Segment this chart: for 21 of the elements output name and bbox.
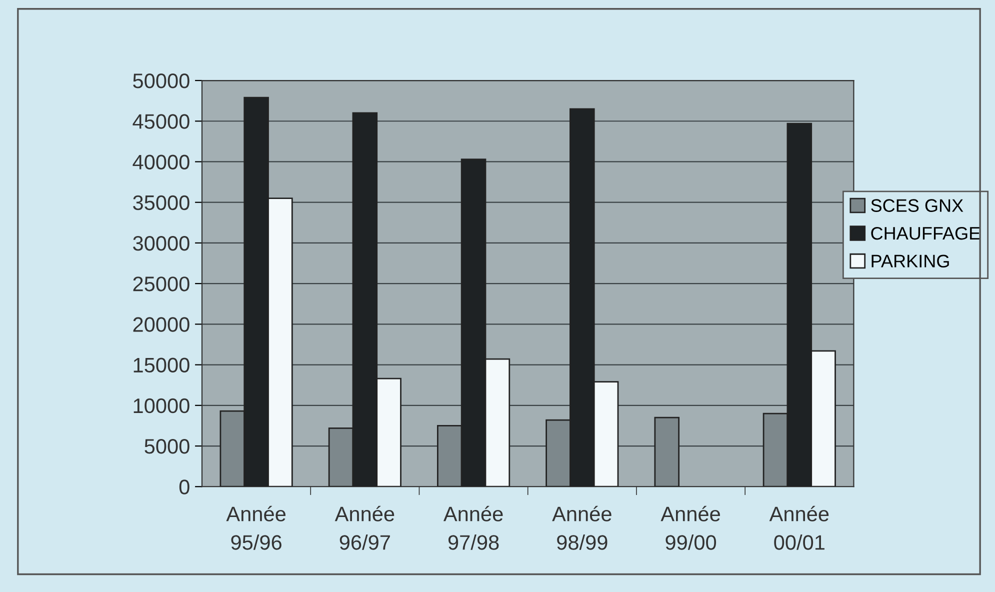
x-tick-label: Année 95/96	[226, 506, 286, 550]
y-tick-label: 30000	[133, 236, 190, 251]
x-tick-label: Année 00/01	[769, 506, 829, 550]
y-tick-label: 35000	[133, 195, 190, 210]
legend-label: SCES GNX	[871, 199, 964, 212]
y-tick-label: 45000	[132, 114, 190, 129]
y-tick-label: 0	[179, 480, 190, 494]
x-tick-label: Année 97/98	[443, 506, 503, 550]
y-tick-label: 5000	[144, 439, 190, 454]
x-tick-label: Année 98/99	[552, 506, 612, 550]
x-tick-label: Année 96/97	[334, 506, 394, 550]
y-tick-label: 15000	[134, 358, 190, 373]
legend-label: PARKING	[872, 254, 949, 268]
bar	[654, 416, 680, 487]
y-tick-label: 50000	[133, 74, 190, 88]
x-tick-label: Année 99/00	[660, 506, 720, 550]
legend-label: CHAUFFAGE	[871, 226, 980, 240]
y-tick-label: 40000	[132, 154, 190, 170]
y-tick-label: 20000	[133, 317, 190, 332]
y-tick-label: 25000	[133, 276, 190, 292]
y-tick-label: 10000	[134, 398, 190, 414]
